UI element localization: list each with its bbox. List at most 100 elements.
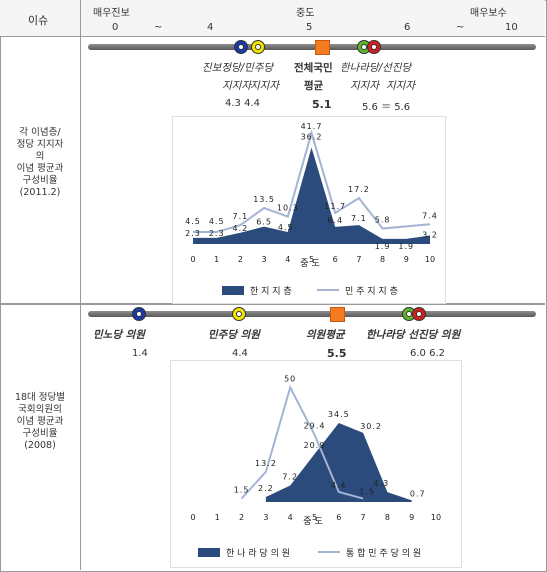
tick-label: 10	[425, 255, 435, 264]
tick-label: 4	[207, 22, 214, 33]
tick-label: 0	[190, 255, 195, 264]
group-value: 5.5	[327, 347, 347, 360]
tick-label: 6	[333, 255, 338, 264]
data-label: 6.5	[256, 218, 272, 227]
data-label: 2.2	[258, 484, 274, 493]
tick-label: 8	[385, 513, 390, 522]
data-label: 7.2	[282, 473, 298, 482]
data-label: 7.1	[233, 212, 249, 221]
tick-label: 0	[190, 513, 195, 522]
grand-national-party-icon	[412, 307, 426, 321]
tick-label: 2	[239, 513, 244, 522]
data-label: 5.8	[375, 216, 391, 225]
democratic-party-icon	[251, 40, 265, 54]
data-label: 36.2	[301, 132, 323, 141]
row-divider	[0, 303, 545, 305]
tick-label: 10	[431, 513, 441, 522]
tick-label: 0	[112, 22, 119, 33]
group-sublabel: 지지자	[222, 80, 251, 92]
data-label: 4.5	[278, 223, 294, 232]
tick-label: 9	[409, 513, 414, 522]
group-value: 1.4	[132, 348, 148, 359]
data-label: 4.5	[185, 217, 201, 226]
data-label: 1.5	[234, 486, 250, 495]
data-label: 50	[284, 374, 296, 383]
data-label: 17.2	[348, 185, 370, 194]
issue-header: 이슈	[28, 14, 49, 27]
series-area-chart1	[193, 147, 430, 244]
ideology-scale-bar-2008	[88, 311, 536, 317]
labor-party-icon	[132, 307, 146, 321]
tick-label: ~	[456, 22, 465, 33]
data-label: 2.3	[185, 229, 201, 238]
data-label: 13.5	[253, 195, 275, 204]
section2-side-label: 18대 정당별 국회의원의 이념 평균과 구성비율 (2008)	[14, 392, 66, 451]
group-label: 진보정당/민주당	[202, 62, 274, 74]
democratic-party-icon	[232, 307, 246, 321]
series-area-chart2	[265, 422, 412, 502]
group-value: 5.1	[312, 98, 332, 111]
group-label: 전체국민	[294, 62, 333, 74]
extreme-conservative-label: 매우보수	[470, 8, 507, 19]
data-label: 4.3	[374, 479, 390, 488]
legend-label: 통 합 민 주 당 의 원	[346, 548, 421, 559]
chart2-svg: 2.27.220.934.530.24.30.71.513.25029.44.4…	[190, 374, 441, 559]
group-sublabel: 지지자	[350, 80, 379, 92]
data-label: 3.2	[422, 230, 438, 239]
tick-label: 1	[214, 255, 219, 264]
data-label: 4.2	[233, 224, 249, 233]
tick-label: 1	[215, 513, 220, 522]
x-axis-label: 중도	[300, 258, 323, 269]
group-sublabel: 지지자	[386, 80, 415, 92]
tick-label: 7	[356, 255, 361, 264]
data-label: 1.9	[375, 242, 391, 251]
data-label: 4.5	[209, 217, 225, 226]
data-label: 29.4	[304, 422, 326, 431]
group-label: 의원평균	[306, 329, 345, 341]
data-label: 13.2	[255, 459, 277, 468]
chart1-svg: 2.3 2.3 4.2 6.5 4.5 36.2 6.4 7.1 1.9 1.9 3.2 4.5 4.5…	[185, 122, 438, 297]
data-label: 20.9	[304, 441, 326, 450]
data-label: 0.7	[410, 489, 426, 498]
section1-side-label: 각 이념층/ 정당 지지자 의 이념 평균과 구성비율 (2011.2)	[16, 127, 64, 198]
legend-label: 민 주 지 지 층	[345, 286, 398, 297]
data-label: 1.5	[359, 488, 375, 497]
tick-label: 9	[404, 255, 409, 264]
tick-label: 3	[262, 255, 267, 264]
data-label: 4.4	[331, 481, 347, 490]
progressive-party-icon	[234, 40, 248, 54]
series-line-chart2	[240, 384, 364, 500]
tick-label: 5	[306, 22, 313, 33]
tick-label: 3	[263, 513, 268, 522]
tick-label: 2	[238, 255, 243, 264]
group-value: 5.6 ＝ 5.6	[362, 102, 411, 113]
legend-swatch	[198, 548, 220, 557]
group-label: 민주당 의원	[208, 329, 260, 341]
tick-label: 10	[505, 22, 518, 33]
data-label: 7.1	[351, 214, 367, 223]
tick-label: 6	[404, 22, 411, 33]
data-label: 30.2	[360, 422, 382, 431]
tick-label: 5	[309, 255, 314, 264]
tick-label: 4	[285, 255, 290, 264]
ideology-scale-bar	[88, 44, 536, 50]
data-label: 7.4	[422, 211, 438, 220]
assembly-average-marker	[330, 307, 345, 322]
header-row	[0, 0, 545, 37]
series-line-chart1	[193, 129, 431, 233]
middle-label: 중도	[296, 8, 315, 19]
column-divider	[80, 0, 81, 570]
data-label: 10.3	[277, 204, 299, 213]
group-sublabel: 지지자	[250, 80, 279, 92]
national-average-marker	[315, 40, 330, 55]
tick-label: 7	[361, 513, 366, 522]
group-value: 4.3 4.4	[225, 98, 260, 109]
tick-label: 5	[312, 513, 317, 522]
tick-label: 4	[288, 513, 293, 522]
tick-label: 8	[380, 255, 385, 264]
group-label: 민노당 의원	[93, 329, 145, 341]
data-label: 6.4	[327, 216, 343, 225]
data-label: 2.3	[209, 229, 225, 238]
group-sublabel: 평균	[304, 80, 324, 92]
group-value: 6.0 6.2	[410, 348, 445, 359]
